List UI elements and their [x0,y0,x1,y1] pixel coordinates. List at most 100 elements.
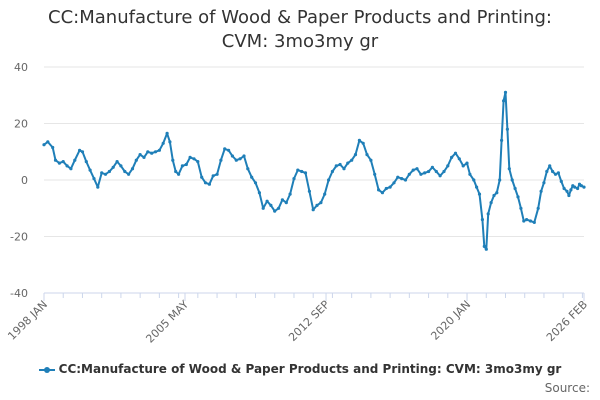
data-point[interactable] [350,158,354,162]
data-point[interactable] [157,148,161,152]
data-point[interactable] [273,209,277,213]
data-point[interactable] [111,165,115,169]
data-point[interactable] [107,169,111,174]
data-point[interactable] [453,151,458,155]
data-point[interactable] [230,154,234,158]
data-point[interactable] [536,206,540,210]
data-point[interactable] [346,161,350,165]
data-point[interactable] [562,186,566,191]
data-point[interactable] [457,157,461,161]
data-point[interactable] [507,167,511,171]
data-point[interactable] [576,186,580,191]
data-point[interactable] [369,158,373,162]
data-point[interactable] [532,220,536,224]
data-point[interactable] [559,179,563,183]
data-point[interactable] [489,201,493,205]
data-point[interactable] [42,143,46,147]
data-point[interactable] [46,140,50,144]
data-point[interactable] [315,203,319,207]
data-point[interactable] [138,153,142,157]
data-point[interactable] [78,148,82,152]
data-point[interactable] [450,155,454,159]
data-point[interactable] [569,188,573,192]
data-point[interactable] [127,172,131,176]
data-point[interactable] [65,164,69,168]
data-point[interactable] [516,195,520,199]
data-point[interactable] [542,181,546,185]
data-point[interactable] [180,164,184,168]
data-point[interactable] [242,154,246,158]
data-point[interactable] [250,175,254,179]
data-point[interactable] [319,201,323,205]
data-point[interactable] [579,184,584,188]
data-point[interactable] [400,177,404,181]
data-point[interactable] [419,172,423,176]
data-point[interactable] [51,145,55,150]
data-point[interactable] [223,147,227,151]
data-point[interactable] [539,189,543,193]
data-point[interactable] [171,158,175,162]
data-point[interactable] [480,218,484,222]
data-point[interactable] [407,172,411,176]
data-point[interactable] [519,206,523,210]
data-point[interactable] [53,158,58,162]
data-point[interactable] [61,160,65,164]
data-point[interactable] [342,167,346,171]
data-point[interactable] [500,138,504,142]
data-point[interactable] [238,157,242,161]
data-point[interactable] [498,178,502,182]
data-point[interactable] [461,164,465,168]
data-point[interactable] [522,219,526,223]
data-point[interactable] [505,127,509,131]
data-point[interactable] [567,193,571,198]
data-point[interactable] [100,171,104,175]
data-point[interactable] [311,208,315,212]
data-point[interactable] [573,185,577,189]
data-point[interactable] [377,188,381,192]
data-point[interactable] [153,150,158,154]
data-point[interactable] [300,169,304,174]
data-point[interactable] [442,169,446,174]
data-point[interactable] [168,140,172,144]
data-point[interactable] [446,164,450,168]
data-point[interactable] [327,178,331,182]
data-point[interactable] [388,185,392,189]
data-point[interactable] [323,192,327,196]
data-point[interactable] [73,158,77,162]
data-point[interactable] [253,181,258,185]
data-point[interactable] [380,191,384,195]
data-point[interactable] [174,169,178,174]
data-point[interactable] [303,171,308,175]
data-point[interactable] [161,141,165,145]
data-point[interactable] [69,167,73,171]
data-point[interactable] [307,189,311,193]
data-point[interactable] [96,185,100,189]
data-point[interactable] [468,172,472,176]
data-point[interactable] [269,203,273,207]
data-point[interactable] [582,185,586,189]
data-point[interactable] [130,167,135,171]
data-point[interactable] [556,171,561,175]
data-point[interactable] [528,219,533,223]
data-point[interactable] [430,165,434,169]
data-point[interactable] [492,193,496,198]
data-point[interactable] [396,175,400,179]
data-point[interactable] [280,198,284,202]
data-point[interactable] [334,164,338,168]
data-point[interactable] [353,153,358,157]
data-point[interactable] [177,172,181,176]
data-point[interactable] [246,167,250,171]
data-point[interactable] [403,178,408,182]
data-point[interactable] [219,158,223,162]
data-point[interactable] [203,181,208,185]
data-point[interactable] [227,148,231,152]
data-point[interactable] [545,169,549,174]
data-point[interactable] [146,150,150,154]
data-point[interactable] [165,131,169,135]
data-point[interactable] [207,182,211,186]
data-point[interactable] [123,169,127,174]
data-point[interactable] [482,244,486,248]
data-point[interactable] [503,90,508,94]
data-point[interactable] [513,186,517,191]
data-point[interactable] [361,141,365,145]
